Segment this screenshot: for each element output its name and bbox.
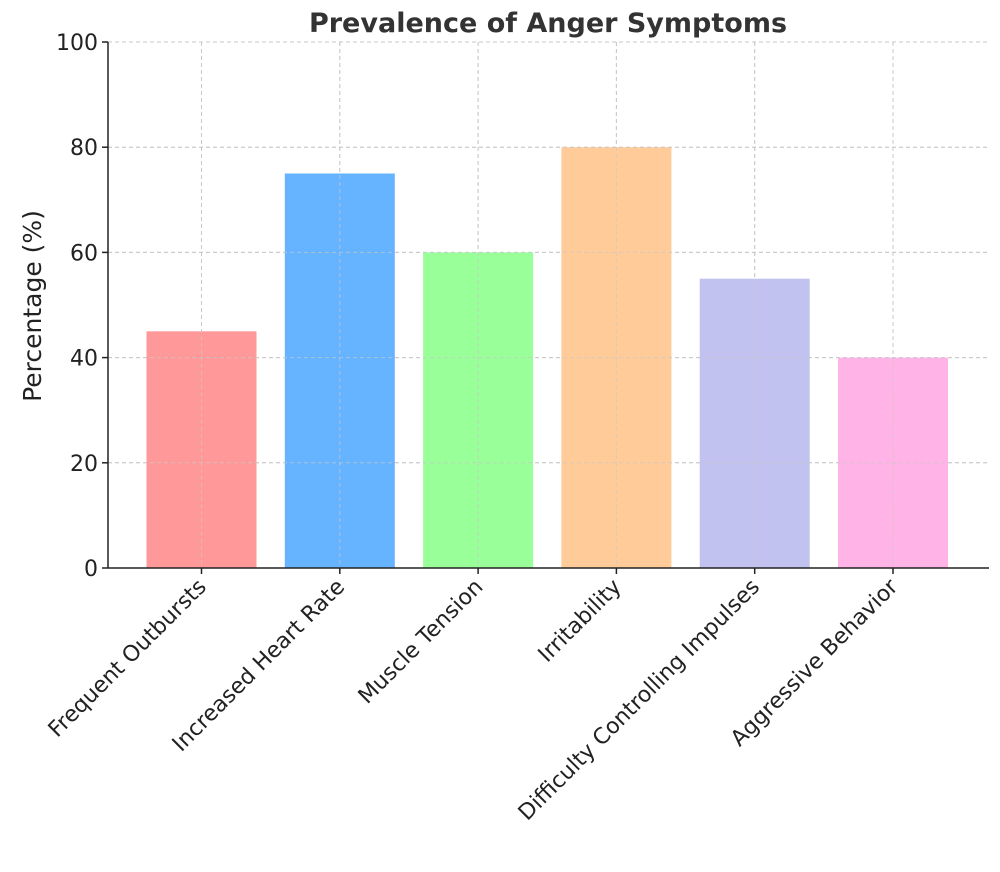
y-ticks: 0 20 40 60 80 100: [56, 31, 108, 582]
y-tick-label: 80: [70, 136, 98, 161]
bars: [108, 41, 989, 569]
chart-title: Prevalence of Anger Symptoms: [309, 8, 787, 39]
y-tick-label: 60: [70, 241, 98, 266]
x-tick-label: Difficulty Controlling Impulses: [514, 575, 765, 826]
x-tick-label: Irritability: [534, 575, 627, 668]
x-tick-label: Frequent Outbursts: [44, 575, 212, 743]
y-axis-label: Percentage (%): [18, 210, 47, 402]
axes: [107, 42, 989, 569]
x-tick-label: Muscle Tension: [354, 575, 489, 710]
y-tick-label: 0: [84, 557, 98, 582]
y-tick-label: 100: [56, 31, 98, 56]
y-tick-label: 20: [70, 452, 98, 477]
y-tick-label: 40: [70, 347, 98, 372]
